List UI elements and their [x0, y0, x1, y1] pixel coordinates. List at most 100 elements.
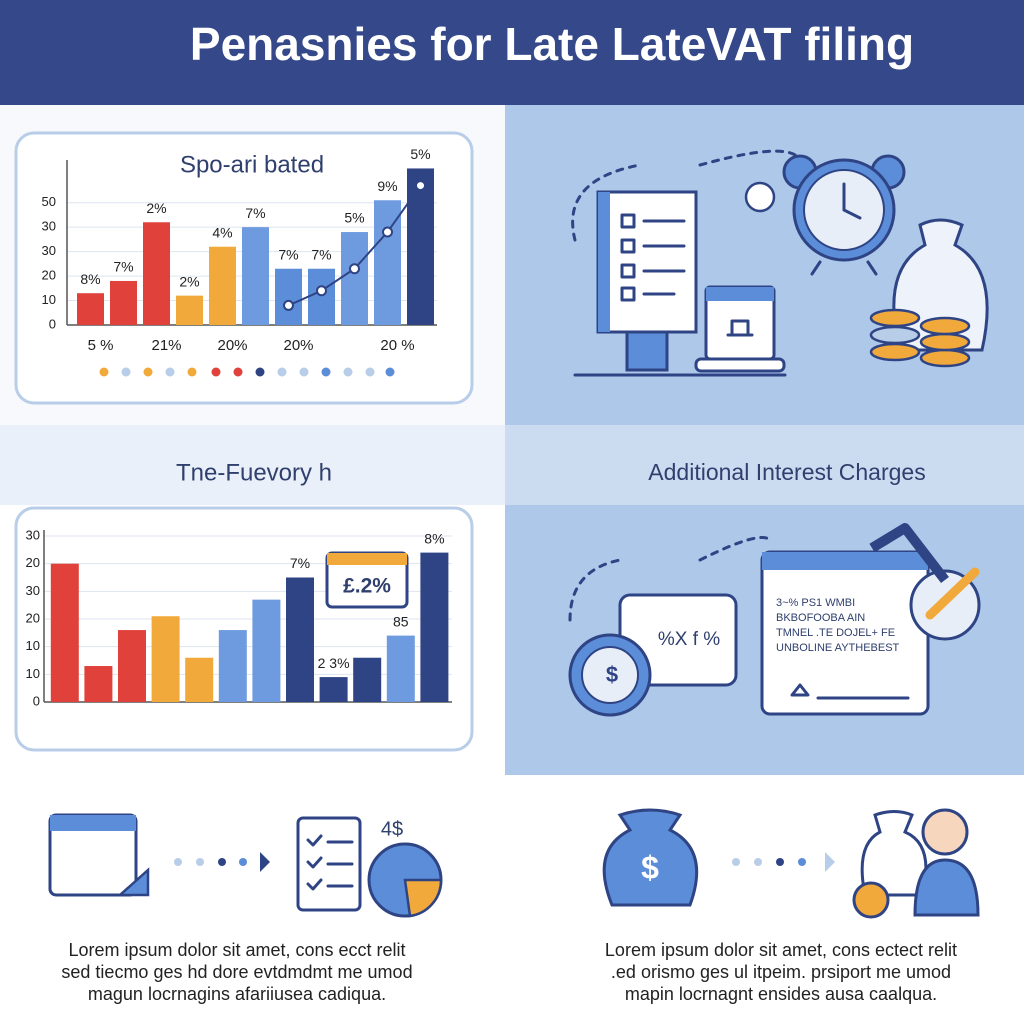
x-tick-label: 20 %	[380, 337, 414, 354]
callout-top	[327, 553, 407, 565]
dot	[174, 858, 182, 866]
bar	[50, 563, 79, 702]
icon-label: 4$	[381, 818, 403, 840]
y-tick-label: 30	[26, 583, 40, 598]
bar-label: 2 3%	[318, 655, 350, 671]
dial-arrow	[925, 567, 980, 620]
calendar-top	[706, 287, 774, 301]
y-tick-label: 50	[42, 194, 56, 209]
y-tick-label: 10	[26, 666, 40, 681]
y-tick-label: 0	[49, 316, 56, 331]
bar-label: 9%	[377, 178, 397, 194]
bar	[252, 599, 281, 702]
bar-label: 85	[393, 613, 409, 629]
footer-text: Lorem ipsum dolor sit amet, cons ectect …	[605, 940, 957, 960]
dot	[211, 367, 221, 377]
trend-point	[283, 299, 294, 311]
trend-point	[349, 263, 360, 275]
footer-text: magun locrnagins afariiusea cadiqua.	[88, 984, 386, 1004]
dot	[277, 367, 287, 377]
footer-text: sed tiecmo ges hd dore evtdmdmt me umod	[61, 962, 412, 982]
arrow	[825, 852, 835, 872]
dot	[798, 858, 806, 866]
bar	[420, 552, 449, 702]
y-tick-label: 30	[42, 243, 56, 258]
dot	[99, 367, 109, 377]
pie-slice	[403, 878, 443, 918]
x-tick-label: 20%	[283, 337, 313, 354]
doc-line: BKBOFOOBA AIN	[776, 612, 865, 624]
coins	[869, 342, 921, 362]
person-head	[921, 808, 969, 856]
dot	[233, 367, 243, 377]
stamp	[726, 319, 754, 337]
legend-dots	[99, 367, 395, 377]
dollar: $	[606, 662, 618, 687]
dot	[321, 367, 331, 377]
bar-label: 8%	[424, 530, 444, 546]
bar	[341, 232, 368, 325]
doc-line: UNBOLINE AYTHEBEST	[776, 642, 900, 654]
bar	[218, 630, 247, 702]
bar	[275, 268, 302, 325]
clock-hands	[810, 182, 878, 276]
bar-label: 7%	[278, 246, 298, 262]
footer-text: .ed orismo ges ul itpeim. prsiport me um…	[611, 962, 951, 982]
dot	[255, 367, 265, 377]
trend-point	[415, 180, 426, 192]
y-tick-label: 30	[26, 527, 40, 542]
y-tick-label: 0	[33, 693, 40, 708]
stand	[625, 330, 669, 372]
bar	[319, 677, 348, 702]
checklist	[596, 190, 698, 334]
bar-label: 7%	[290, 555, 310, 571]
document-foot	[790, 683, 910, 700]
page-title: Penasnies for Late LateVAT filing	[190, 18, 914, 70]
doc-line: TMNEL .TE DOJEL+ FE	[776, 627, 895, 639]
dot	[385, 367, 395, 377]
dot	[196, 858, 204, 866]
footer-text: Lorem ipsum dolor sit amet, cons ecct re…	[68, 940, 405, 960]
coins	[869, 325, 921, 345]
y-tick-label: 20	[42, 268, 56, 283]
stopwatch-face	[581, 646, 639, 704]
bar	[176, 295, 203, 325]
bar-label: 5%	[410, 146, 430, 162]
bar-label: 7%	[311, 246, 331, 262]
dot	[365, 367, 375, 377]
trend-point	[316, 285, 327, 297]
bar	[386, 635, 415, 702]
person-body	[913, 858, 980, 917]
dot	[343, 367, 353, 377]
check-rows	[620, 213, 686, 302]
coins	[919, 332, 971, 352]
bar-label: 5%	[344, 210, 364, 226]
callout-text: £.2%	[343, 575, 391, 598]
bar	[308, 268, 335, 325]
bar	[143, 222, 170, 325]
dot	[776, 858, 784, 866]
y-tick-label: 20	[26, 555, 40, 570]
illustration-clock	[782, 154, 989, 368]
y-tick-label: 20	[26, 610, 40, 625]
illustration-documents	[571, 149, 802, 377]
dot	[165, 367, 175, 377]
footer-text: mapin locrnagnt ensides ausa caalqua.	[625, 984, 937, 1004]
bar	[151, 616, 180, 702]
dot	[239, 858, 247, 866]
doc-line: 3~% PS1 WMBI	[776, 597, 855, 609]
dot	[218, 858, 226, 866]
x-tick-label: 20%	[217, 337, 247, 354]
band	[505, 425, 1024, 505]
arrow	[869, 523, 949, 584]
calendar-curl	[116, 867, 150, 897]
chart-title: Tne-Fuevory h	[176, 459, 332, 486]
dot	[732, 858, 740, 866]
dashed-path	[571, 149, 802, 242]
y-tick-label: 10	[26, 638, 40, 653]
arrow	[260, 852, 270, 872]
bar	[242, 227, 269, 325]
bottom-icons: $	[48, 808, 980, 919]
bar-label: 8%	[80, 271, 100, 287]
